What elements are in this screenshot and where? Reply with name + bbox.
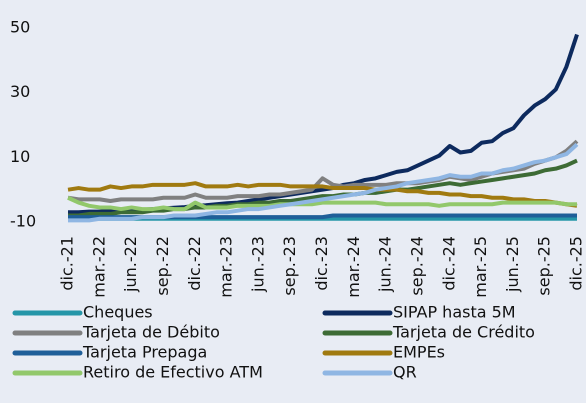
x-tick-label: jun.-22: [121, 236, 140, 293]
x-tick-label: mar.-24: [344, 236, 363, 298]
x-tick-label: dic.-23: [312, 236, 331, 291]
x-tick-label: sep.-23: [280, 236, 299, 296]
x-tick-label: mar.-25: [471, 236, 490, 298]
series-line: [67, 195, 577, 212]
legend-label: SIPAP hasta 5M: [393, 303, 516, 322]
x-tick-label: sep.-24: [407, 236, 426, 296]
x-tick-label: dic.-22: [185, 236, 204, 291]
legend-label: Retiro de Efectivo ATM: [83, 363, 263, 382]
y-tick-label: 50: [10, 18, 30, 37]
legend-label: Tarjeta Prepaga: [82, 343, 207, 362]
x-tick-label: jun.-25: [503, 236, 522, 293]
series-line: [68, 142, 579, 223]
y-tick-label: 30: [10, 82, 30, 101]
legend-label: EMPEs: [393, 343, 445, 362]
x-tick-label: dic.-25: [567, 236, 586, 291]
x-tick-label: dic.-21: [58, 236, 77, 291]
x-tick-label: mar.-23: [217, 236, 236, 298]
series-line: [67, 181, 578, 208]
legend-label: Tarjeta de Débito: [82, 323, 220, 342]
x-tick-label: mar.-22: [89, 236, 108, 298]
x-tick-label: sep.-22: [153, 236, 172, 296]
y-tick-label: 10: [10, 147, 30, 166]
legend-label: QR: [393, 363, 417, 382]
x-tick-label: jun.-24: [376, 236, 395, 293]
legend-label: Tarjeta de Crédito: [392, 323, 535, 342]
legend-label: Cheques: [83, 303, 153, 322]
x-tick-label: jun.-23: [248, 236, 267, 293]
x-tick-label: sep.-25: [535, 236, 554, 296]
y-tick-label: -10: [10, 212, 36, 231]
x-tick-label: dic.-24: [439, 236, 458, 291]
